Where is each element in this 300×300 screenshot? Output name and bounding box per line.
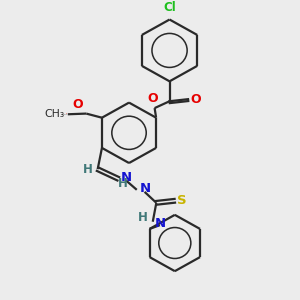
Text: H: H (118, 177, 128, 190)
Text: O: O (190, 93, 201, 106)
Text: Cl: Cl (163, 2, 176, 14)
Text: N: N (155, 217, 166, 230)
Text: N: N (121, 171, 132, 184)
Text: H: H (83, 163, 93, 176)
Text: N: N (139, 182, 150, 195)
Text: methoxy: methoxy (62, 114, 68, 115)
Text: O: O (72, 98, 83, 111)
Text: O: O (66, 112, 67, 114)
Text: H: H (138, 211, 148, 224)
Text: S: S (177, 194, 187, 207)
Text: CH₃: CH₃ (44, 109, 64, 119)
Text: O: O (148, 92, 158, 105)
